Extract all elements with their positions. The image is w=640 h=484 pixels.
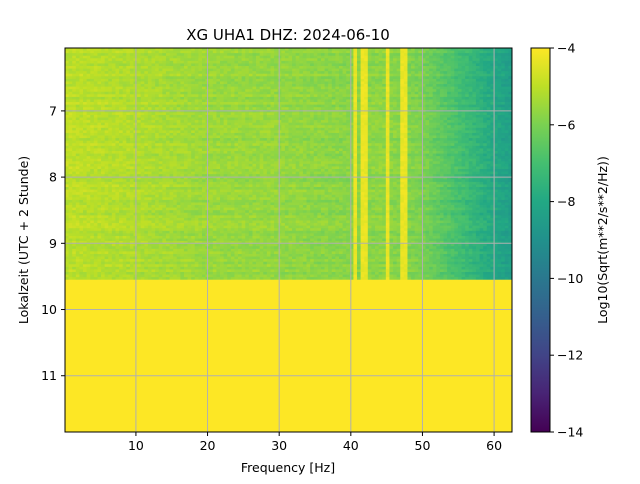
x-tick-label: 30: [271, 438, 287, 453]
x-axis-label: Frequency [Hz]: [241, 460, 335, 475]
x-axis-ticks: 10 20 30 40 50 60: [128, 432, 502, 453]
y-tick-label: 7: [49, 103, 57, 118]
y-tick-label: 9: [49, 236, 57, 251]
colorbar-tick-label: −6: [557, 117, 575, 132]
no-data-region: [65, 280, 512, 432]
colorbar-tick-label: −4: [557, 41, 575, 56]
x-tick-label: 20: [200, 438, 216, 453]
y-tick-label: 8: [49, 170, 57, 185]
y-axis-label: Lokalzeit (UTC + 2 Stunde): [16, 156, 31, 324]
x-tick-label: 40: [343, 438, 359, 453]
colorbar-label: Log10(Sqrt(m**2/s**2/Hz)): [595, 156, 610, 324]
colorbar: [531, 48, 550, 432]
chart-title: XG UHA1 DHZ: 2024-06-10: [186, 26, 390, 44]
y-tick-label: 11: [41, 368, 57, 383]
colorbar-tick-label: −12: [557, 348, 583, 363]
x-tick-label: 10: [128, 438, 144, 453]
colorbar-ticks: −4 −6 −8 −10 −12 −14: [550, 41, 583, 440]
colorbar-tick-label: −10: [557, 271, 583, 286]
y-axis-ticks: 7 8 9 10 11: [41, 103, 65, 383]
colorbar-tick-label: −8: [557, 194, 575, 209]
colorbar-tick-label: −14: [557, 425, 583, 440]
x-tick-label: 60: [486, 438, 502, 453]
spectrogram-heatmap: [65, 48, 512, 432]
y-tick-label: 10: [41, 302, 57, 317]
x-tick-label: 50: [415, 438, 431, 453]
